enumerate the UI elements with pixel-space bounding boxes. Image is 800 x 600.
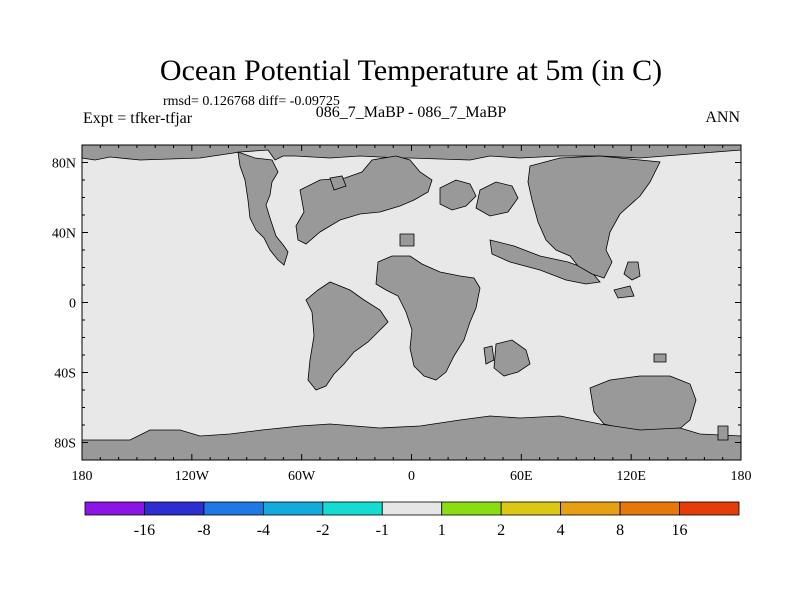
lat-tick-label: 80N xyxy=(52,157,76,172)
colorbar-swatch xyxy=(381,501,443,516)
colorbar-label: 2 xyxy=(497,522,505,539)
land-india-arc xyxy=(489,239,601,285)
lat-tick-label: 0 xyxy=(69,297,76,312)
colorbar-swatch xyxy=(84,501,145,516)
colorbar-label: -2 xyxy=(316,522,329,539)
colorbar-label: 4 xyxy=(557,522,565,539)
colorbar: -16 -8 -4 -2 -1 1 2 4 8 16 xyxy=(84,501,740,539)
land-eurasia-west xyxy=(439,179,477,211)
lon-tick-label: 180 xyxy=(731,469,752,484)
land-madagascar xyxy=(483,345,495,365)
land-africa xyxy=(375,255,481,381)
land-pacific-islet-3 xyxy=(653,353,667,363)
land-indian-ocean-block xyxy=(493,339,531,377)
colorbar-swatch xyxy=(203,501,264,516)
lon-tick-label: 60W xyxy=(288,469,316,484)
colorbar-label: -1 xyxy=(376,522,389,539)
colorbar-label: 8 xyxy=(616,522,624,539)
colorbar-label: -8 xyxy=(197,522,210,539)
lon-tick-label: 0 xyxy=(408,469,415,484)
lon-tick-label: 120W xyxy=(175,469,210,484)
land-south-america xyxy=(305,281,389,391)
colorbar-swatch xyxy=(262,501,324,516)
colorbar-label: 1 xyxy=(438,522,446,539)
land-antarctica xyxy=(81,415,742,461)
land-islands-mid-north xyxy=(329,175,347,191)
season-label: ANN xyxy=(705,109,740,126)
land-pacific-islet-2 xyxy=(613,285,635,299)
map-title: Ocean Potential Temperature at 5m (in C) xyxy=(159,54,663,87)
axis-ticks xyxy=(81,144,742,461)
land-arabia-block xyxy=(399,233,415,247)
stats-line: rmsd= 0.126768 diff= -0.09725 xyxy=(163,94,340,109)
lon-tick-label: 60E xyxy=(510,469,533,484)
colorbar-swatch xyxy=(144,501,205,516)
colorbar-swatch xyxy=(560,501,621,516)
case-pair-label: 086_7_MaBP - 086_7_MaBP xyxy=(315,104,507,121)
landmasses xyxy=(81,144,742,461)
land-eurasia-central xyxy=(475,181,519,217)
colorbar-swatch xyxy=(619,501,680,516)
colorbar-swatch xyxy=(441,501,502,516)
land-pacific-islet-1 xyxy=(623,261,641,281)
land-east-asia xyxy=(527,155,661,279)
axis-labels: 180 120W 60W 0 60E 120E 180 80N 40N 0 40S 80S xyxy=(52,157,752,485)
land-antarctic-islet xyxy=(717,425,729,441)
lat-tick-label: 40N xyxy=(52,227,76,242)
colorbar-label: -16 xyxy=(134,522,155,539)
experiment-label: Expt = tfker-tfjar xyxy=(83,110,193,127)
lat-tick-label: 80S xyxy=(54,437,76,452)
colorbar-swatch xyxy=(500,501,562,516)
lon-tick-label: 180 xyxy=(72,469,93,484)
colorbar-label: 16 xyxy=(672,522,688,539)
lat-tick-label: 40S xyxy=(54,367,76,382)
land-north-america xyxy=(237,151,289,266)
lon-tick-label: 120E xyxy=(616,469,646,484)
colorbar-swatch xyxy=(679,501,740,516)
colorbar-label: -4 xyxy=(257,522,270,539)
colorbar-swatch xyxy=(322,501,383,516)
land-north-atlantic xyxy=(295,155,433,245)
land-arctic-coast xyxy=(81,144,742,161)
land-australia xyxy=(589,375,697,433)
